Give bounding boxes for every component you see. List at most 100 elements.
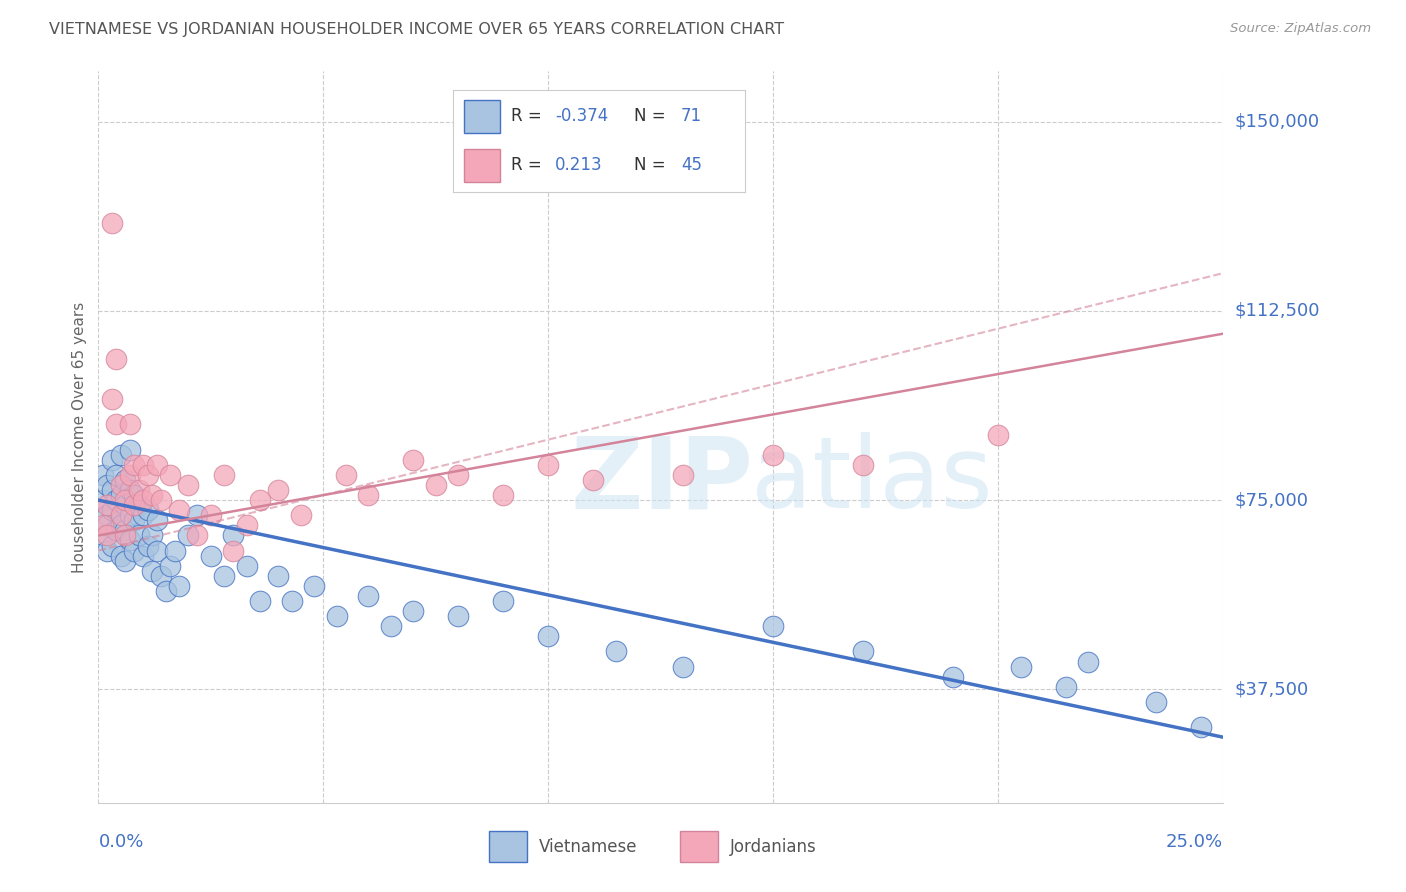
- Point: [101, 539, 124, 553]
- Point: [146, 458, 169, 472]
- Point: [249, 594, 271, 608]
- Point: [124, 513, 146, 527]
- Point: [214, 569, 236, 583]
- Point: [267, 569, 290, 583]
- Point: [236, 518, 259, 533]
- Text: $75,000: $75,000: [1234, 491, 1309, 509]
- Point: [124, 543, 146, 558]
- Point: [114, 528, 136, 542]
- Point: [118, 533, 141, 548]
- Point: [169, 503, 191, 517]
- Point: [146, 543, 169, 558]
- Point: [110, 518, 132, 533]
- Point: [200, 549, 222, 563]
- Point: [672, 659, 695, 673]
- Point: [267, 483, 290, 497]
- Point: [214, 467, 236, 482]
- Point: [124, 458, 146, 472]
- Point: [159, 558, 181, 573]
- Point: [110, 508, 132, 523]
- Text: $37,500: $37,500: [1234, 681, 1309, 698]
- Point: [942, 670, 965, 684]
- Text: 0.0%: 0.0%: [98, 833, 143, 851]
- Point: [987, 427, 1010, 442]
- Point: [1077, 655, 1099, 669]
- Point: [605, 644, 627, 658]
- Point: [186, 528, 208, 542]
- Point: [159, 467, 181, 482]
- Point: [492, 488, 515, 502]
- Point: [91, 467, 114, 482]
- Point: [155, 583, 177, 598]
- Text: $150,000: $150,000: [1234, 112, 1319, 131]
- Point: [146, 513, 169, 527]
- Text: 25.0%: 25.0%: [1166, 833, 1223, 851]
- Point: [236, 558, 259, 573]
- Point: [762, 619, 785, 633]
- Point: [114, 524, 136, 538]
- Point: [105, 417, 128, 432]
- Point: [281, 594, 304, 608]
- Point: [222, 543, 245, 558]
- Point: [91, 528, 114, 542]
- Point: [169, 579, 191, 593]
- Point: [186, 508, 208, 523]
- Point: [96, 508, 118, 523]
- Point: [132, 549, 155, 563]
- Point: [110, 448, 132, 462]
- Point: [110, 478, 132, 492]
- Point: [163, 543, 186, 558]
- Text: Source: ZipAtlas.com: Source: ZipAtlas.com: [1230, 22, 1371, 36]
- Point: [762, 448, 785, 462]
- Point: [177, 528, 200, 542]
- Point: [304, 579, 326, 593]
- Point: [1189, 720, 1212, 734]
- Point: [222, 528, 245, 542]
- Point: [101, 452, 124, 467]
- Point: [114, 473, 136, 487]
- Point: [425, 478, 447, 492]
- Point: [537, 458, 560, 472]
- Point: [150, 569, 173, 583]
- Point: [447, 467, 470, 482]
- Point: [110, 488, 132, 502]
- Point: [582, 473, 605, 487]
- Point: [402, 452, 425, 467]
- Point: [335, 467, 357, 482]
- Point: [101, 483, 124, 497]
- Point: [110, 549, 132, 563]
- Point: [672, 467, 695, 482]
- Point: [105, 493, 128, 508]
- Point: [114, 554, 136, 568]
- Point: [357, 488, 380, 502]
- Point: [136, 503, 159, 517]
- Point: [380, 619, 402, 633]
- Point: [118, 483, 141, 497]
- Point: [1054, 680, 1077, 694]
- Point: [96, 543, 118, 558]
- Point: [447, 609, 470, 624]
- Point: [1144, 695, 1167, 709]
- Point: [141, 488, 163, 502]
- Point: [124, 488, 146, 502]
- Point: [357, 589, 380, 603]
- Point: [128, 498, 150, 512]
- Point: [118, 417, 141, 432]
- Point: [177, 478, 200, 492]
- Point: [114, 498, 136, 512]
- Point: [101, 392, 124, 407]
- Text: VIETNAMESE VS JORDANIAN HOUSEHOLDER INCOME OVER 65 YEARS CORRELATION CHART: VIETNAMESE VS JORDANIAN HOUSEHOLDER INCO…: [49, 22, 785, 37]
- Point: [150, 493, 173, 508]
- Point: [118, 467, 141, 482]
- Point: [852, 644, 875, 658]
- Point: [402, 604, 425, 618]
- Point: [136, 467, 159, 482]
- Point: [141, 528, 163, 542]
- Point: [118, 508, 141, 523]
- Point: [132, 458, 155, 472]
- Text: $112,500: $112,500: [1234, 302, 1320, 320]
- Point: [91, 493, 114, 508]
- Point: [141, 564, 163, 578]
- Point: [118, 442, 141, 457]
- Point: [132, 508, 155, 523]
